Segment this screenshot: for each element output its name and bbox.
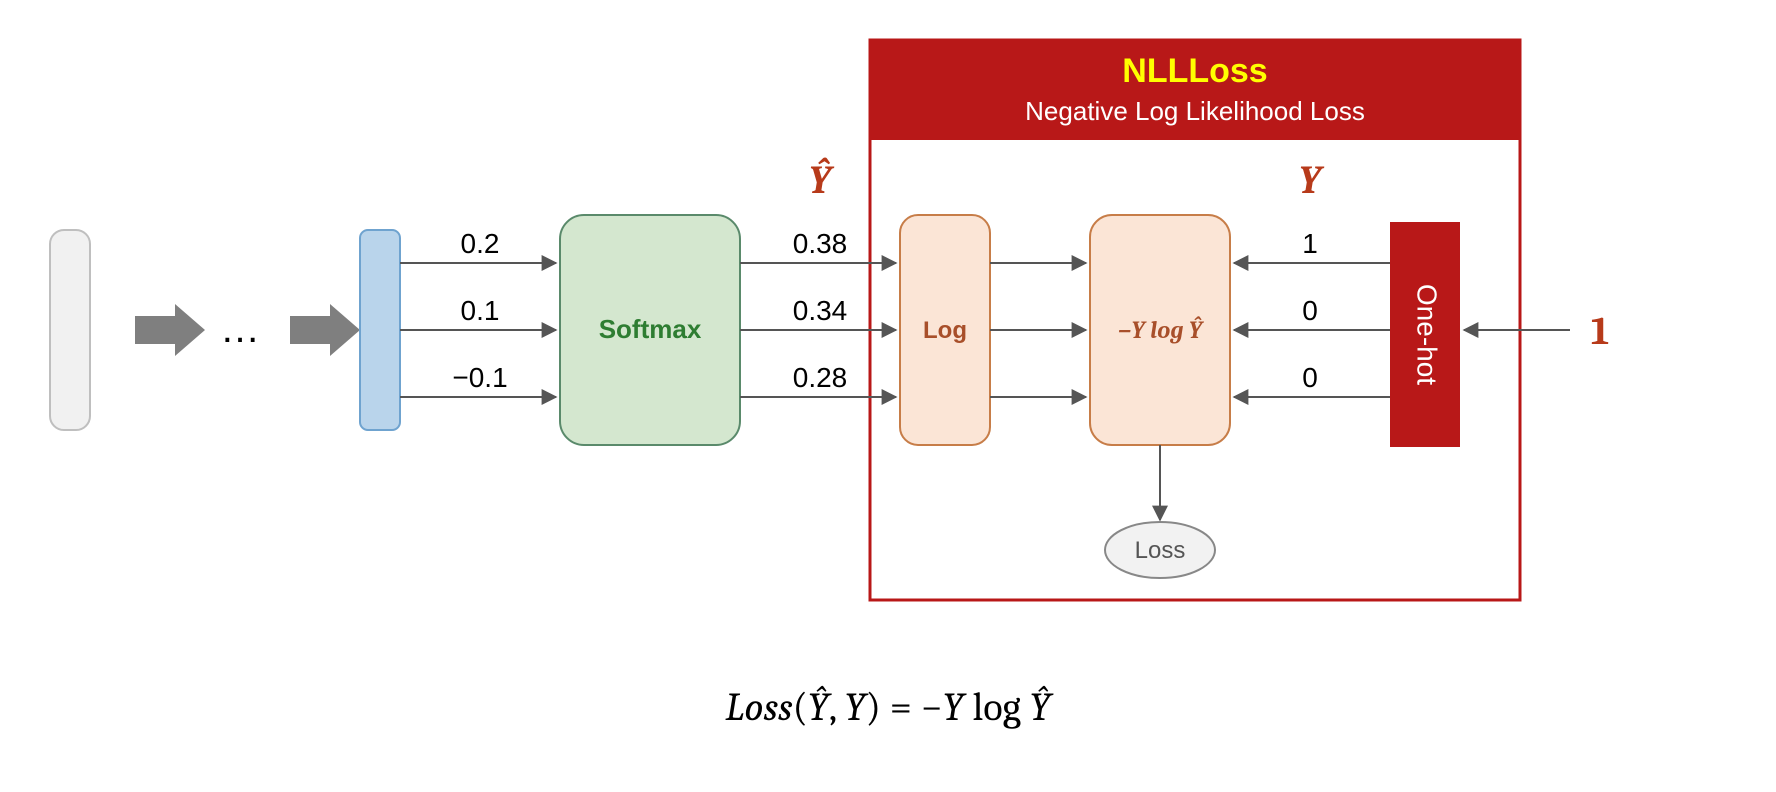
input-value-1: 0.1 xyxy=(461,295,500,326)
softmax-value-2: 0.28 xyxy=(793,362,848,393)
yhat-label: Ŷ xyxy=(809,156,835,203)
flow-arrow-icon xyxy=(135,304,205,356)
loss-formula: Loss(Ŷ, Y) = −Y log Ŷ xyxy=(725,684,1053,730)
nll-formula-label: −Y log Ŷ xyxy=(1118,316,1205,344)
flow-arrow-icon xyxy=(290,304,360,356)
softmax-value-0: 0.38 xyxy=(793,228,848,259)
softmax-value-1: 0.34 xyxy=(793,295,848,326)
softmax-label: Softmax xyxy=(599,314,702,344)
log-label: Log xyxy=(923,317,967,344)
input-value-2: −0.1 xyxy=(452,362,507,393)
nllloss-subtitle: Negative Log Likelihood Loss xyxy=(1025,96,1365,126)
class-index-label: 1 xyxy=(1591,308,1609,354)
ellipsis-label: … xyxy=(220,307,260,351)
logits-block xyxy=(360,230,400,430)
nllloss-title: NLLLoss xyxy=(1122,52,1267,90)
input-block xyxy=(50,230,90,430)
loss-label: Loss xyxy=(1135,537,1186,564)
onehot-label: One-hot xyxy=(1412,284,1443,385)
y-label: Y xyxy=(1299,157,1325,203)
onehot-value-2: 0 xyxy=(1302,362,1318,393)
onehot-value-1: 0 xyxy=(1302,295,1318,326)
input-value-0: 0.2 xyxy=(461,228,500,259)
onehot-value-0: 1 xyxy=(1302,228,1318,259)
